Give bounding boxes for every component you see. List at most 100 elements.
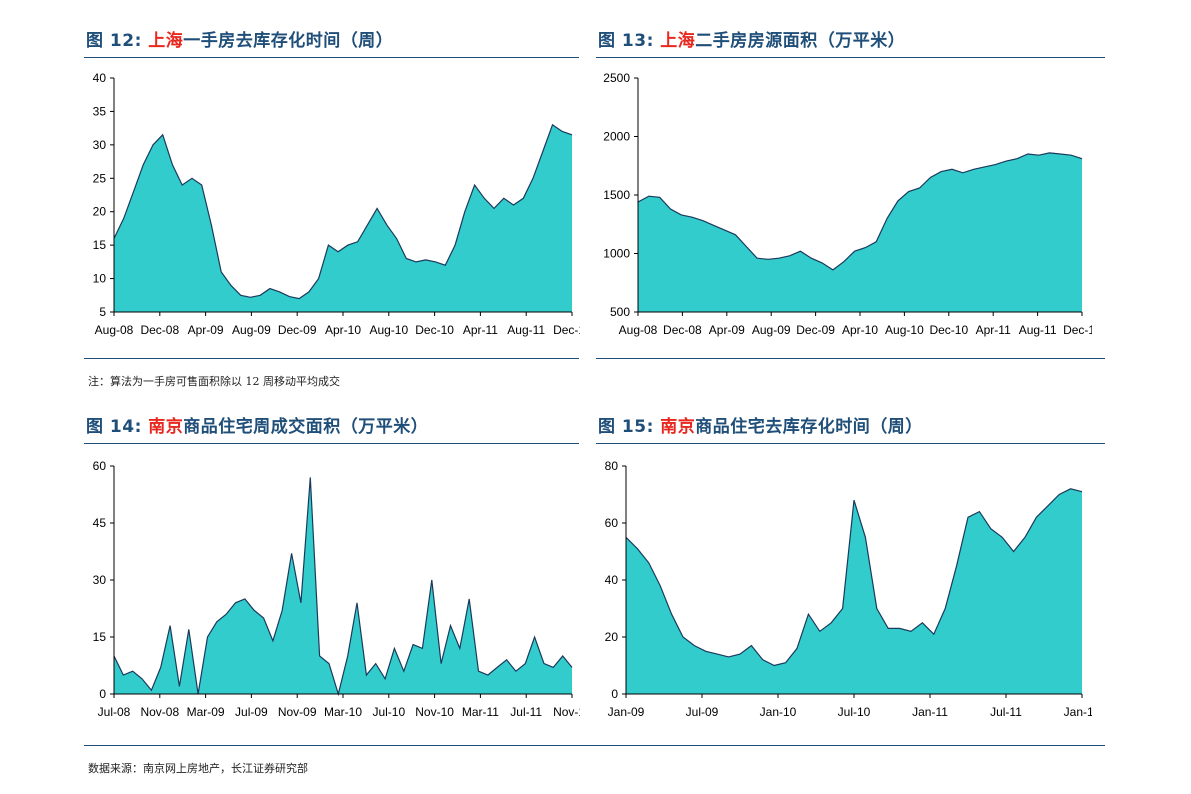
y-tick-label: 60 [93, 459, 107, 473]
y-tick-label: 20 [605, 630, 619, 644]
rule-bottom [84, 745, 1105, 746]
rule-mid1-left [84, 358, 579, 359]
title-prefix: 图 15: [598, 417, 654, 437]
y-tick-label: 15 [93, 238, 107, 252]
x-tick-label: Apr-09 [188, 323, 224, 337]
chart-12: 5 10 15 20 25 30 35 40 Aug-08 Dec-08 Apr-09 Aug-09 D… [80, 64, 580, 354]
area-series [626, 488, 1082, 694]
area-series [114, 124, 572, 312]
chart-15-title: 图 15: 南京商品住宅去库存化时间（周） [598, 412, 923, 437]
y-tick-label: 500 [610, 305, 630, 319]
rule-mid2-right [596, 443, 1105, 444]
y-tick-label: 1500 [603, 188, 630, 202]
x-tick-label: Jul-10 [372, 705, 405, 719]
rule-top-left [84, 57, 579, 58]
x-tick-label: Jan-12 [1064, 705, 1092, 719]
x-tick-label: Dec-08 [140, 323, 179, 337]
top-note: 注：算法为一手房可售面积除以 12 周移动平均成交 [88, 375, 340, 388]
x-tick-label: Jan-09 [608, 705, 645, 719]
x-tick-label: Aug-10 [885, 323, 924, 337]
x-tick-label: Aug-10 [369, 323, 408, 337]
x-tick-label: Jul-09 [686, 705, 719, 719]
series-line [113, 123, 573, 300]
chart-13-title: 图 13: 上海二手房房源面积（万平米） [598, 26, 905, 51]
rule-mid2-left [84, 443, 579, 444]
area-series [114, 477, 572, 694]
series-line [625, 488, 1083, 667]
x-tick-label: Dec-10 [929, 323, 968, 337]
x-tick-label: Apr-10 [325, 323, 361, 337]
x-tick-label: Jan-10 [760, 705, 797, 719]
y-tick-label: 15 [93, 630, 107, 644]
chart-13-svg: 500 1000 1500 2000 2500 Aug-08 Dec-08 Apr-09 Aug… [603, 71, 1092, 337]
title-city: 上海 [148, 31, 184, 51]
x-tick-label: Jan-11 [912, 705, 948, 719]
x-tick-label: Jul-10 [838, 705, 871, 719]
chart-15: 0 20 40 60 80 Jan-09 Jul-09 Jan-10 Jul-10 Jan-11 J… [592, 452, 1092, 742]
x-tick-label: Apr-11 [463, 323, 498, 337]
chart-13: 500 1000 1500 2000 2500 Aug-08 Dec-08 Apr-09 Aug… [592, 64, 1092, 354]
title-prefix: 图 12: [86, 31, 142, 51]
x-tick-label: Nov-08 [140, 705, 179, 719]
chart-12-title: 图 12: 上海一手房去库存化时间（周） [86, 26, 393, 51]
chart-14-svg: 0 15 30 45 60 Jul-08 Nov-08 Mar-09 Jul-09 Nov-09 M… [93, 459, 580, 719]
y-tick-label: 45 [93, 516, 107, 530]
y-tick-label: 20 [93, 205, 107, 219]
rule-top-right [596, 57, 1105, 58]
title-prefix: 图 13: [598, 31, 654, 51]
x-tick-label: Nov-11 [553, 705, 580, 719]
chart-14: 0 15 30 45 60 Jul-08 Nov-08 Mar-09 Jul-09 Nov-09 M… [80, 452, 580, 742]
area-series [638, 152, 1082, 312]
x-tick-label: Nov-10 [415, 705, 454, 719]
title-city: 南京 [148, 417, 184, 437]
x-tick-label: Apr-10 [842, 323, 878, 337]
x-tick-label: Mar-09 [187, 705, 225, 719]
y-tick-label: 35 [93, 104, 107, 118]
x-tick-label: Apr-09 [709, 323, 745, 337]
x-tick-label: Aug-08 [95, 323, 134, 337]
x-tick-label: Aug-08 [619, 323, 658, 337]
y-tick-label: 5 [99, 305, 106, 319]
title-rest: 二手房房源面积（万平米） [695, 31, 906, 51]
x-tick-label: Apr-11 [976, 323, 1011, 337]
y-tick-label: 1000 [603, 247, 630, 261]
chart-15-svg: 0 20 40 60 80 Jan-09 Jul-09 Jan-10 Jul-10 Jan-11 J… [605, 459, 1092, 719]
y-tick-label: 2500 [603, 71, 630, 85]
rule-mid1-right [596, 358, 1105, 359]
y-tick-label: 40 [605, 573, 619, 587]
x-tick-label: Aug-11 [507, 323, 545, 337]
x-tick-label: Jul-11 [990, 705, 1022, 719]
chart-12-svg: 5 10 15 20 25 30 35 40 Aug-08 Dec-08 Apr-09 Aug-09 D… [93, 71, 580, 337]
y-tick-label: 60 [605, 516, 619, 530]
title-city: 上海 [660, 31, 696, 51]
y-tick-label: 0 [611, 687, 618, 701]
x-tick-label: Aug-09 [232, 323, 271, 337]
x-tick-label: Jul-11 [510, 705, 542, 719]
x-tick-label: Jul-08 [98, 705, 131, 719]
title-prefix: 图 14: [86, 417, 142, 437]
series-line [113, 477, 573, 697]
y-tick-label: 80 [605, 459, 619, 473]
y-tick-label: 30 [93, 573, 107, 587]
y-tick-label: 40 [93, 71, 107, 85]
x-tick-label: Dec-09 [278, 323, 317, 337]
x-tick-label: Dec-11 [1063, 323, 1092, 337]
y-tick-label: 25 [93, 171, 107, 185]
title-rest: 商品住宅去库存化时间（周） [695, 417, 923, 437]
x-tick-label: Jul-09 [235, 705, 268, 719]
x-tick-label: Dec-11 [553, 323, 580, 337]
x-tick-label: Mar-10 [324, 705, 362, 719]
title-rest: 一手房去库存化时间（周） [183, 31, 394, 51]
x-tick-label: Dec-10 [415, 323, 454, 337]
x-tick-label: Dec-09 [796, 323, 835, 337]
chart-14-title: 图 14: 南京商品住宅周成交面积（万平米） [86, 412, 428, 437]
x-tick-label: Aug-11 [1019, 323, 1057, 337]
series-line [637, 152, 1083, 271]
y-tick-label: 0 [99, 687, 106, 701]
bottom-note: 数据来源：南京网上房地产，长江证券研究部 [88, 762, 308, 775]
x-tick-label: Dec-08 [663, 323, 702, 337]
y-tick-label: 2000 [603, 130, 630, 144]
title-city: 南京 [660, 417, 696, 437]
y-tick-label: 30 [93, 138, 107, 152]
title-rest: 商品住宅周成交面积（万平米） [183, 417, 429, 437]
